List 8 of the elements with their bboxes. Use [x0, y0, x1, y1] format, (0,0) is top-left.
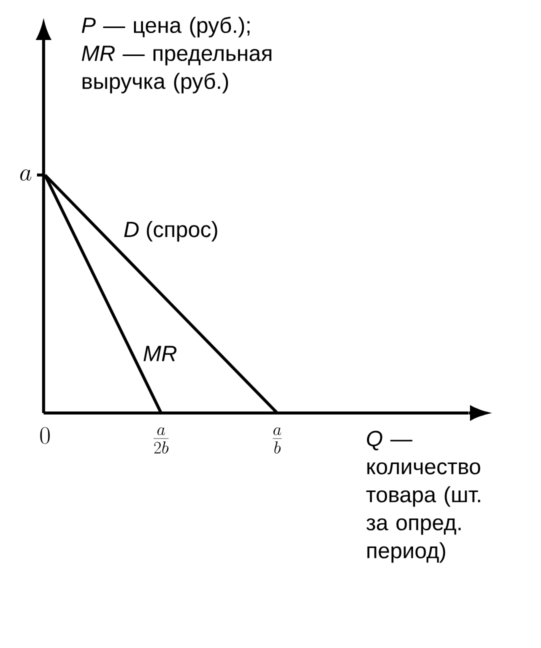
series-label: D (спрос) [124, 221, 218, 242]
series-label: MR [144, 346, 176, 362]
x-tick-label: $\frac{a}{b}$ [272, 427, 282, 454]
x-axis-title: Q — количество товара (шт. за опред. период) [366, 430, 480, 563]
x-tick-label: $0$ [40, 427, 50, 444]
x-tick-label: $\frac{a}{2b}$ [154, 427, 169, 454]
annotation: $a$ [20, 169, 32, 181]
y-axis-title: P — цена (руб.); MR — предельная выручка (руб.) [82, 16, 272, 94]
